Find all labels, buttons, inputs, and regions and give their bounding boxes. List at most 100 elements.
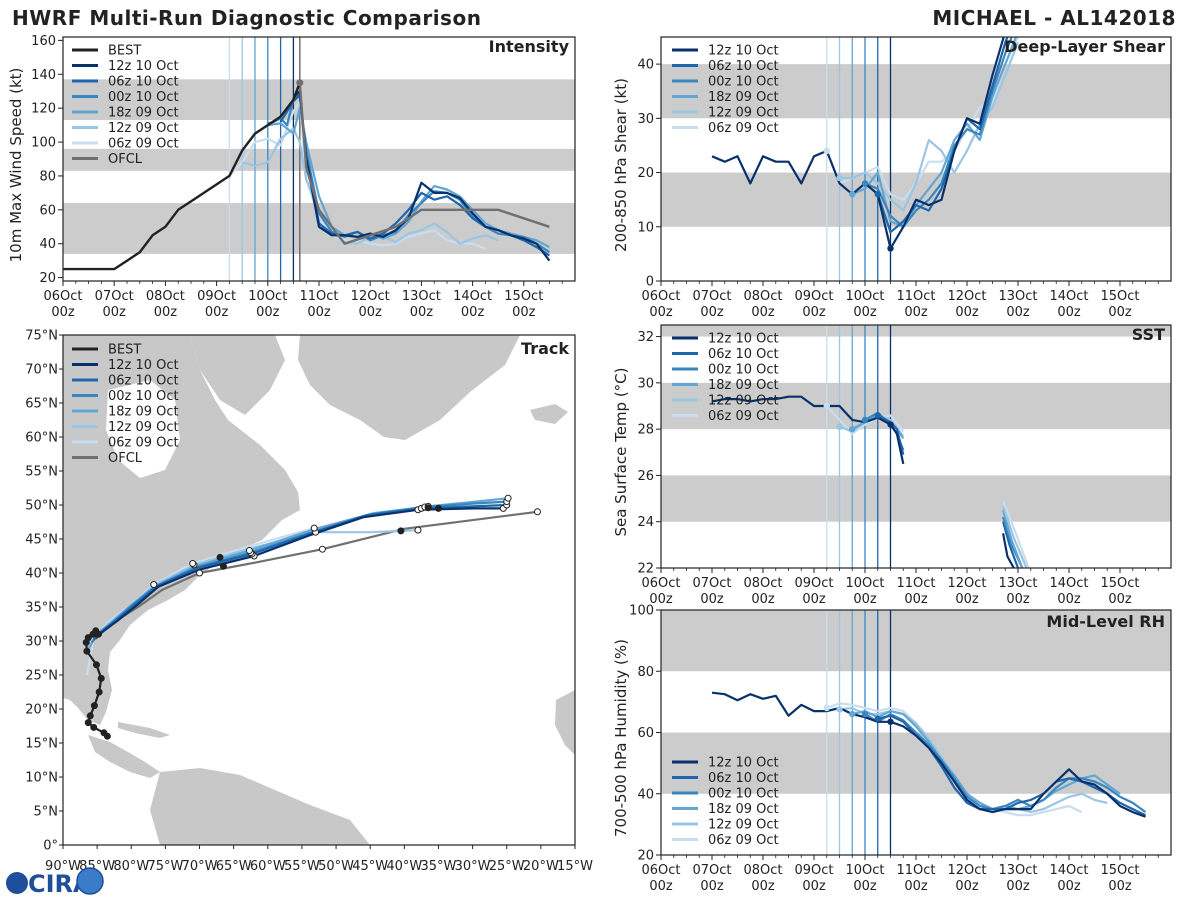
x-tick-label-day: 07Oct [692,576,731,591]
series-line-12z-09-oct [839,706,1108,814]
legend-label: BEST [108,44,141,59]
lon-tick-label: 35°W [421,859,457,874]
init-marker [861,416,869,424]
noaa-seal-icon [76,867,104,895]
legend-label: 12z 09 Oct [108,420,179,435]
lat-tick-label: 30°N [25,635,58,650]
best-position-dot [424,504,432,512]
lon-tick-label: 30°W [455,859,491,874]
legend-label: 18z 09 Oct [708,90,779,105]
y-tick-label: 40 [637,58,654,73]
lon-tick-label: 45°W [352,859,388,874]
init-marker [823,402,830,410]
forecast-marker [150,581,158,589]
best-track-point [100,729,108,737]
y-tick-label: 140 [31,68,56,83]
x-tick-label-hour: 00z [853,592,877,607]
legend-label: 00z 10 Oct [108,90,179,105]
lon-tick-label: 25°W [489,859,525,874]
x-tick-label-day: 14Oct [1049,576,1088,591]
lon-tick-label: 75°W [147,859,183,874]
legend-label: 06z 09 Oct [108,436,179,451]
x-tick-label-day: 14Oct [1049,863,1088,878]
x-tick-label-day: 15Oct [1100,289,1139,304]
lat-tick-label: 15°N [25,737,58,752]
lat-tick-label: 10°N [25,771,58,786]
cira-logo: CIRA [6,867,104,898]
x-tick-label-day: 10Oct [248,289,287,304]
shaded-band [661,475,1171,522]
lat-tick-label: 5°N [34,805,59,820]
x-tick-label-hour: 00z [700,305,724,320]
forecast-marker [414,526,422,534]
y-axis-label: 10m Max Wind Speed (kt) [7,68,25,263]
x-tick-label-day: 11Oct [896,863,935,878]
y-tick-label: 10 [637,220,654,235]
init-marker [836,706,843,713]
y-tick-label: 26 [637,469,654,484]
x-tick-label-day: 13Oct [998,289,1037,304]
y-tick-label: 60 [637,726,654,741]
y-tick-label: 24 [637,515,654,530]
x-tick-label-hour: 00z [751,305,775,320]
lat-tick-label: 60°N [25,431,58,446]
x-tick-label-day: 06Oct [641,576,680,591]
lat-tick-label: 65°N [25,397,58,412]
legend-label: 00z 10 Oct [708,75,779,90]
x-tick-label-hour: 00z [955,305,979,320]
y-tick-label: 100 [31,136,56,151]
x-tick-label-day: 06Oct [641,863,680,878]
x-tick-label-hour: 00z [802,305,826,320]
y-axis-label: Sea Surface Temp (°C) [612,367,630,536]
x-tick-label-day: 08Oct [743,289,782,304]
shaded-band [661,610,1171,672]
x-tick-label-hour: 00z [751,879,775,894]
legend-label: 12z 09 Oct [708,106,779,121]
best-track-point [95,688,103,696]
x-tick-label-hour: 00z [700,592,724,607]
x-tick-label-hour: 00z [512,305,536,320]
series-line-18z-09-oct [852,709,1121,811]
x-tick-label-day: 15Oct [1100,576,1139,591]
lat-tick-label: 20°N [25,703,58,718]
best-track-point [83,647,91,655]
x-tick-label-hour: 00z [154,305,178,320]
cira-globe-icon [6,872,28,894]
legend-label: 06z 10 Oct [108,75,179,90]
x-tick-label-hour: 00z [649,879,673,894]
lon-tick-label: 70°W [182,859,218,874]
x-tick-label-day: 06Oct [43,289,82,304]
init-marker [887,421,894,428]
storm-name: MICHAEL - AL142018 [932,6,1176,30]
init-marker [874,191,881,198]
series-line-00z-10-oct [864,37,1013,228]
x-tick-label-day: 08Oct [743,863,782,878]
forecast-marker [189,559,197,567]
lon-tick-label: 60°W [250,859,286,874]
shaded-band [661,64,1171,119]
forecast-marker [310,524,318,532]
series-segment [1002,533,1015,568]
legend-label: 06z 09 Oct [108,137,179,152]
x-tick-label-hour: 00z [649,305,673,320]
legend-label: 00z 10 Oct [108,389,179,404]
lat-tick-label: 70°N [25,363,58,378]
ofcl-start-marker [296,79,304,87]
panel-title: SST [1132,325,1165,344]
lat-tick-label: 50°N [25,499,58,514]
legend-label: 18z 09 Oct [708,378,779,393]
x-tick-label-hour: 00z [1108,879,1132,894]
best-position-dot [397,527,405,535]
lat-tick-label: 0° [43,839,58,854]
x-tick-label-day: 06Oct [641,289,680,304]
init-marker [836,423,843,431]
panel-title: Intensity [489,37,570,56]
y-tick-label: 40 [39,237,56,252]
x-tick-label-hour: 00z [802,592,826,607]
legend-label: 06z 10 Oct [708,347,779,362]
x-tick-label-day: 13Oct [998,576,1037,591]
lon-tick-label: 15°W [557,859,593,874]
x-tick-label-hour: 00z [853,305,877,320]
figure-title: HWRF Multi-Run Diagnostic Comparison [12,6,482,30]
init-marker [823,704,830,712]
